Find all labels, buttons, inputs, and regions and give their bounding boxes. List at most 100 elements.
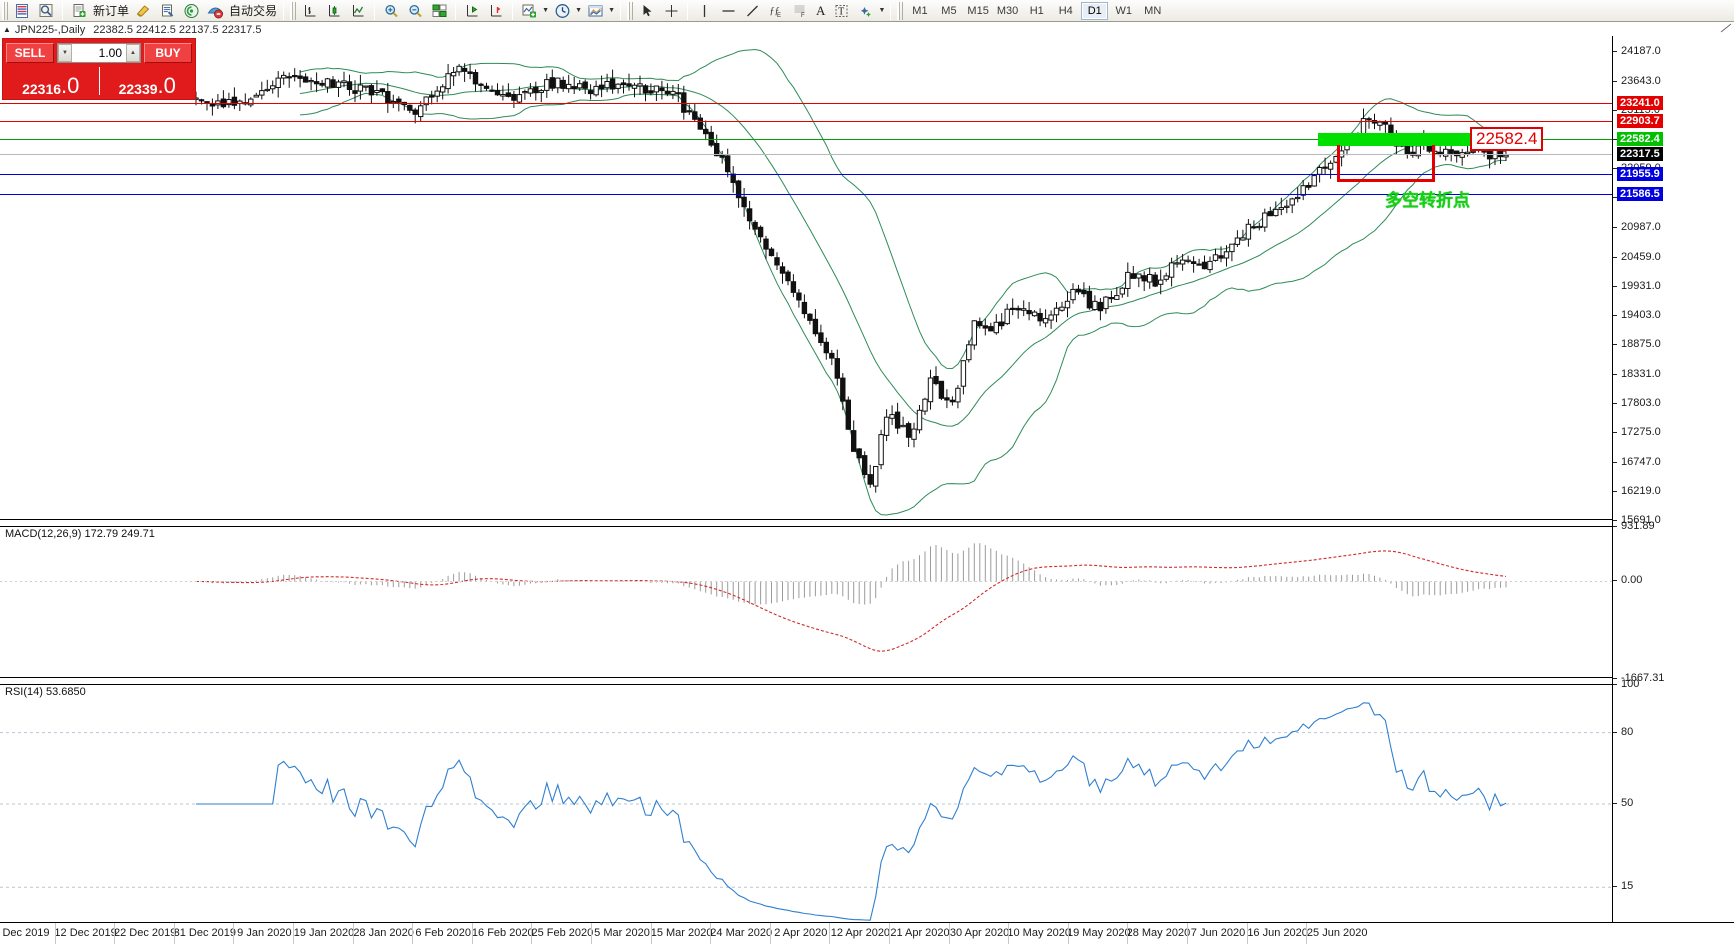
timeframe-m5[interactable]: M5 bbox=[941, 4, 957, 17]
indicators-icon[interactable] bbox=[518, 1, 540, 21]
buy-price[interactable]: 22339 .0 bbox=[100, 64, 196, 98]
price-level-chip[interactable]: 22903.7 bbox=[1617, 114, 1663, 129]
price-level-chip[interactable]: 21955.9 bbox=[1617, 166, 1663, 181]
toolbar-grip-4[interactable] bbox=[897, 1, 904, 20]
signals-icon[interactable] bbox=[180, 1, 202, 21]
fibonacci-retracement-icon[interactable]: F bbox=[789, 1, 811, 21]
horizontal-level-line[interactable] bbox=[0, 139, 1612, 141]
zoom-out-icon[interactable] bbox=[404, 1, 426, 21]
sell-price-integer: 22316 bbox=[22, 81, 62, 97]
data-window-icon[interactable] bbox=[35, 1, 57, 21]
text-icon[interactable]: A bbox=[816, 2, 826, 18]
trendline-icon[interactable] bbox=[741, 1, 763, 21]
rsi-axis-tick bbox=[1613, 803, 1617, 804]
price-axis[interactable]: 24187.023643.023115.022587.022059.021531… bbox=[1612, 36, 1734, 922]
timeframe-d1[interactable]: D1 bbox=[1081, 1, 1109, 20]
indicators-chevron-down-icon[interactable]: ▼ bbox=[542, 7, 549, 14]
toolbar-grip-3[interactable] bbox=[627, 1, 634, 20]
horizontal-level-line[interactable] bbox=[0, 173, 1612, 175]
price-series bbox=[193, 48, 1509, 516]
autotrading-icon[interactable] bbox=[204, 1, 226, 21]
svg-text:F: F bbox=[801, 13, 805, 19]
turning-point-annotation[interactable]: 多空转折点 bbox=[1385, 191, 1470, 211]
timeframe-h1[interactable]: H1 bbox=[1029, 4, 1044, 17]
periodicity-chevron-down-icon[interactable]: ▼ bbox=[575, 7, 582, 14]
tile-windows-icon[interactable] bbox=[428, 1, 450, 21]
equidistant-channel-icon[interactable]: ƒƒ E bbox=[765, 1, 787, 21]
horizontal-level-line[interactable] bbox=[0, 194, 1612, 196]
auto-scroll-icon[interactable] bbox=[485, 1, 507, 21]
sell-price[interactable]: 22316 .0 bbox=[3, 64, 99, 98]
toolbar-separator-8 bbox=[890, 1, 892, 20]
sell-button[interactable]: SELL bbox=[6, 42, 54, 63]
price-tag-annotation[interactable]: 22582.4 bbox=[1470, 127, 1544, 152]
price-pane[interactable]: 22582.4 多空转折点 bbox=[0, 36, 1612, 520]
timeframe-m15[interactable]: M15 bbox=[967, 4, 989, 17]
price-axis-tick bbox=[1613, 109, 1617, 111]
metaeditor-icon[interactable] bbox=[132, 1, 154, 21]
date-axis-label: 22 Dec 2019 bbox=[113, 927, 177, 939]
price-axis-tick bbox=[1613, 374, 1617, 376]
shapes-chevron-down-icon[interactable]: ▼ bbox=[878, 7, 886, 14]
cursor-icon[interactable] bbox=[636, 1, 658, 21]
new-order-icon[interactable] bbox=[68, 1, 90, 21]
timeframe-mn[interactable]: MN bbox=[1144, 4, 1162, 17]
timeframe-h4[interactable]: H4 bbox=[1058, 4, 1073, 17]
date-axis[interactable]: Dec 2019 12 Dec 2019 22 Dec 2019 31 Dec 201… bbox=[0, 922, 1734, 944]
price-level-chip[interactable]: 22582.4 bbox=[1617, 132, 1663, 147]
price-axis-tick bbox=[1613, 461, 1617, 463]
chart-collapse-arrow-icon[interactable]: ▲ bbox=[3, 25, 11, 34]
timeframe-m30[interactable]: M30 bbox=[996, 4, 1019, 17]
templates-chevron-down-icon[interactable]: ▼ bbox=[608, 7, 615, 14]
volume-input[interactable]: 1.00 bbox=[72, 43, 126, 62]
toolbar-grip-1[interactable] bbox=[2, 1, 8, 20]
resistance-zone-block[interactable] bbox=[1318, 133, 1470, 147]
toolbar-separator-4 bbox=[455, 1, 457, 20]
date-axis-label: 6 Feb 2020 bbox=[415, 927, 472, 939]
price-level-chip[interactable]: 22317.5 bbox=[1617, 146, 1663, 161]
quotes-row: 22316 .0 22339 .0 bbox=[3, 64, 195, 98]
date-axis-label: 16 Feb 2020 bbox=[471, 927, 534, 939]
consolidation-box[interactable] bbox=[1337, 145, 1435, 183]
line-chart-icon[interactable] bbox=[347, 1, 369, 21]
autotrading-label[interactable]: 自动交易 bbox=[229, 4, 278, 18]
bar-chart-icon[interactable] bbox=[299, 1, 321, 21]
horizontal-line-icon[interactable] bbox=[717, 1, 739, 21]
horizontal-level-line[interactable] bbox=[0, 102, 1612, 104]
date-axis-label: 5 Mar 2020 bbox=[594, 927, 650, 939]
volume-increment-icon[interactable]: ▲ bbox=[126, 43, 140, 62]
chart-window-controls[interactable] bbox=[1720, 23, 1732, 33]
date-axis-label: 30 Apr 2020 bbox=[949, 927, 1010, 939]
toolbar-grip-2[interactable] bbox=[290, 1, 297, 20]
zoom-in-icon[interactable] bbox=[380, 1, 402, 21]
crosshair-icon[interactable] bbox=[660, 1, 682, 21]
price-level-chip[interactable]: 21586.5 bbox=[1617, 187, 1663, 202]
macd-pane[interactable]: MACD(12,26,9) 172.79 249.71 bbox=[0, 526, 1612, 678]
chart-shift-icon[interactable] bbox=[461, 1, 483, 21]
chart-container[interactable]: 22582.4 多空转折点 MACD(12,26,9) 172.79 249.71… bbox=[0, 36, 1734, 922]
volume-decrement-icon[interactable]: ▼ bbox=[58, 43, 72, 62]
candlestick-chart-icon[interactable] bbox=[323, 1, 345, 21]
price-level-chip[interactable]: 23241.0 bbox=[1617, 95, 1663, 110]
timeframe-m1[interactable]: M1 bbox=[912, 4, 928, 17]
date-axis-separator bbox=[829, 923, 831, 944]
periodicity-icon[interactable] bbox=[551, 1, 573, 21]
text-label-icon[interactable]: T bbox=[830, 1, 852, 21]
new-order-label[interactable]: 新订单 bbox=[93, 4, 130, 18]
vertical-line-icon[interactable] bbox=[693, 1, 715, 21]
shapes-icon[interactable] bbox=[854, 1, 876, 21]
buy-button[interactable]: BUY bbox=[144, 42, 192, 63]
horizontal-level-line[interactable] bbox=[0, 153, 1612, 155]
horizontal-level-line[interactable] bbox=[0, 121, 1612, 123]
market-watch-icon[interactable] bbox=[11, 1, 33, 21]
templates-icon[interactable] bbox=[584, 1, 606, 21]
volume-stepper[interactable]: ▼ 1.00 ▲ bbox=[57, 42, 141, 63]
rsi-pane[interactable]: RSI(14) 53.6850 bbox=[0, 684, 1612, 922]
price-axis-tick bbox=[1613, 227, 1617, 229]
chart-symbol-header: ▲ JPN225-,Daily 22382.5 22412.5 22137.5 … bbox=[0, 23, 1600, 36]
strategy-tester-icon[interactable] bbox=[156, 1, 178, 21]
date-axis-separator bbox=[531, 923, 533, 944]
buy-price-integer: 22339 bbox=[118, 81, 158, 97]
timeframe-w1[interactable]: W1 bbox=[1115, 4, 1132, 17]
price-axis-tick bbox=[1613, 285, 1617, 287]
